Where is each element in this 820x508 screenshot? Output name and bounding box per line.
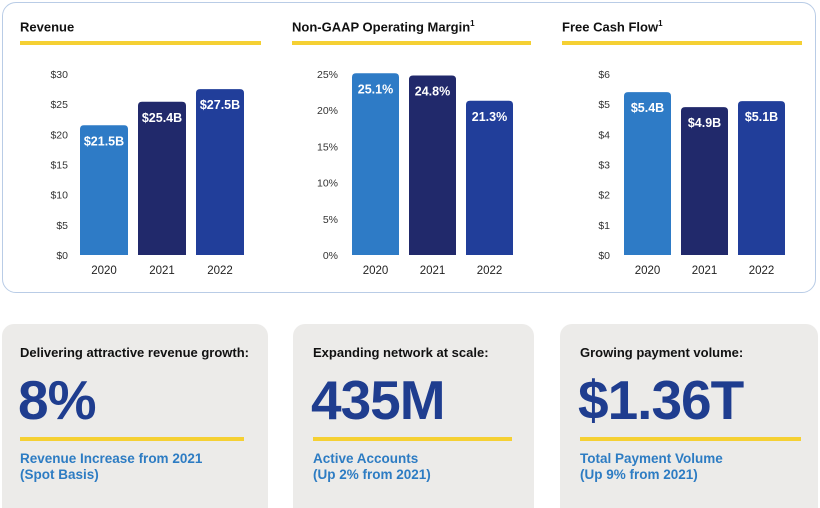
y-tick-label: $15 xyxy=(50,160,68,172)
card-rule xyxy=(580,437,801,441)
payment-volume-card: Growing payment volume: $1.36T Total Pay… xyxy=(560,324,818,508)
margin-chart-title: Non-GAAP Operating Margin1 xyxy=(292,19,475,35)
y-tick-label: $25 xyxy=(50,99,68,111)
y-tick-label: 5% xyxy=(323,214,338,226)
fcf-chart-title: Free Cash Flow1 xyxy=(562,19,663,35)
card-subtitle: Revenue Increase from 2021 (Spot Basis) xyxy=(20,451,202,483)
x-tick-label: 2020 xyxy=(635,265,661,277)
x-tick-label: 2021 xyxy=(420,265,446,277)
y-tick-label: 20% xyxy=(317,105,338,117)
revenue-title-rule xyxy=(20,41,261,45)
bar-data-label: 24.8% xyxy=(415,84,450,98)
y-tick-label: $30 xyxy=(50,69,68,81)
bar-2020 xyxy=(352,73,399,255)
bar-2021 xyxy=(138,101,186,256)
bar-2021 xyxy=(409,75,456,255)
network-card: Expanding network at scale: 435M Active … xyxy=(293,324,534,508)
bar-data-label: $27.5B xyxy=(200,98,240,112)
y-tick-label: $2 xyxy=(598,190,610,202)
y-tick-label: $1 xyxy=(598,220,610,232)
bar-data-label: 25.1% xyxy=(358,82,393,96)
y-tick-label: $3 xyxy=(598,160,610,172)
y-tick-label: $5 xyxy=(56,220,68,232)
x-tick-label: 2020 xyxy=(363,265,389,277)
x-tick-label: 2022 xyxy=(477,265,503,277)
y-tick-label: 0% xyxy=(323,250,338,262)
bar-data-label: $4.9B xyxy=(688,116,721,130)
bar-data-label: $21.5B xyxy=(84,134,124,148)
bar-data-label: $25.4B xyxy=(142,111,182,125)
card-sub-line-1: Active Accounts xyxy=(313,451,419,466)
x-tick-label: 2022 xyxy=(207,265,233,277)
y-tick-label: $4 xyxy=(598,129,610,141)
x-tick-label: 2022 xyxy=(749,265,775,277)
margin-title-rule xyxy=(292,41,531,45)
card-rule xyxy=(20,437,244,441)
revenue-growth-card: Delivering attractive revenue growth: 8%… xyxy=(2,324,268,508)
bar-2022 xyxy=(738,101,785,256)
y-tick-label: 25% xyxy=(317,69,338,81)
card-subtitle: Active Accounts (Up 2% from 2021) xyxy=(313,451,431,483)
margin-chart: 0% 5% 10% 15% 20% 25% 25.1% 2020 24.8% 2021 21.3% 2… xyxy=(317,69,513,277)
x-tick-label: 2020 xyxy=(91,265,117,277)
bar-2020 xyxy=(624,92,671,255)
y-tick-label: $5 xyxy=(598,99,610,111)
card-subtitle: Total Payment Volume (Up 9% from 2021) xyxy=(580,451,723,483)
bar-data-label: 21.3% xyxy=(472,110,507,124)
bar-2022 xyxy=(466,100,513,256)
bar-2020 xyxy=(80,125,128,256)
bar-2022 xyxy=(196,89,244,255)
fcf-chart: $0 $1 $2 $3 $4 $5 $6 $5.4B 2020 $4.9B 2021 $5.1B 202… xyxy=(598,69,785,277)
x-tick-label: 2021 xyxy=(692,265,718,277)
y-tick-label: $0 xyxy=(598,250,610,262)
y-tick-label: $6 xyxy=(598,69,610,81)
card-rule xyxy=(313,437,512,441)
card-sub-line-2: (Up 9% from 2021) xyxy=(580,467,698,482)
revenue-chart-title: Revenue xyxy=(20,19,75,35)
x-tick-label: 2021 xyxy=(149,265,175,277)
card-heading: Delivering attractive revenue growth: xyxy=(20,345,250,360)
card-big-value: 8% xyxy=(18,369,96,431)
card-sub-line-2: (Spot Basis) xyxy=(20,467,99,482)
card-heading: Expanding network at scale: xyxy=(313,345,489,360)
bar-2021 xyxy=(681,107,728,255)
y-tick-label: 15% xyxy=(317,141,338,153)
card-heading: Growing payment volume: xyxy=(580,345,744,360)
y-tick-label: $10 xyxy=(50,190,68,202)
bar-data-label: $5.4B xyxy=(631,101,664,115)
card-big-value: 435M xyxy=(311,369,446,431)
y-tick-label: $0 xyxy=(56,250,68,262)
y-tick-label: 10% xyxy=(317,178,338,190)
fcf-title-rule xyxy=(562,41,802,45)
revenue-chart: $0 $5 $10 $15 $20 $25 $30 $21.5B 2020 $25.4B 2021 $… xyxy=(50,69,244,277)
card-big-value: $1.36T xyxy=(578,369,744,431)
bar-data-label: $5.1B xyxy=(745,110,778,124)
card-sub-line-2: (Up 2% from 2021) xyxy=(313,467,431,482)
card-sub-line-1: Total Payment Volume xyxy=(580,451,723,466)
y-tick-label: $20 xyxy=(50,129,68,141)
card-sub-line-1: Revenue Increase from 2021 xyxy=(20,451,203,466)
